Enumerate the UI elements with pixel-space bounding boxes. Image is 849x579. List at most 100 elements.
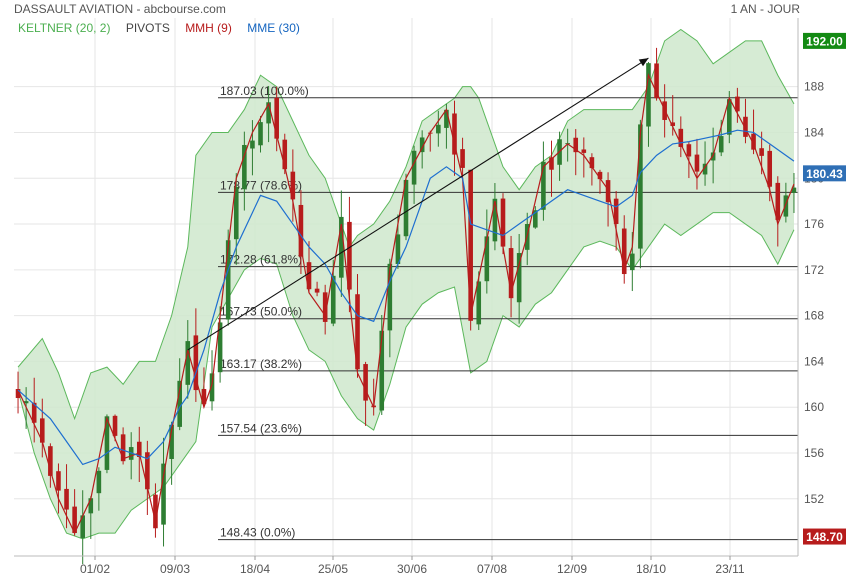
y-tick-label: 184 <box>804 125 824 139</box>
legend-pivots: PIVOTS <box>125 21 170 35</box>
chart-title: DASSAULT AVIATION - abcbourse.com <box>14 2 226 16</box>
candle-body <box>209 373 215 402</box>
candle-body <box>630 253 635 271</box>
pivot-label: 187.03 (100.0%) <box>220 84 309 98</box>
candle-body <box>64 488 69 510</box>
candle-body <box>767 150 773 187</box>
trend-arrow-line <box>187 57 649 351</box>
candle-body <box>282 139 288 170</box>
y-tick-label: 160 <box>804 400 824 414</box>
candle-body <box>31 402 37 423</box>
candle-body <box>225 240 231 320</box>
candle-body <box>581 149 587 153</box>
candle-body <box>242 144 247 190</box>
pivot-label: 178.77 (78.6%) <box>220 178 302 192</box>
candle-body <box>322 292 328 322</box>
period-label: 1 AN - JOUR <box>730 2 800 16</box>
x-tick-label: 07/08 <box>477 562 507 576</box>
candle-body <box>120 434 126 462</box>
indicator-legend: KELTNER (20, 2) PIVOTS MMH (9) MME (30) <box>18 21 312 35</box>
low-price-badge-box <box>803 528 846 545</box>
candle-body <box>775 182 781 220</box>
mmh-line <box>17 73 795 535</box>
axes: 15215616016416817217618018418801/0209/03… <box>14 18 824 576</box>
candle-body <box>654 63 659 99</box>
candle-body <box>298 204 304 257</box>
candle-body <box>791 187 797 193</box>
candle-body <box>686 144 692 157</box>
high-price-badge-label: 192.00 <box>806 34 843 48</box>
y-tick-label: 152 <box>804 492 824 506</box>
candle-body <box>233 186 239 240</box>
last-price-badge-box <box>803 165 846 182</box>
candle-body <box>549 157 554 170</box>
candle-body <box>387 263 393 331</box>
candle-body <box>39 418 45 443</box>
candle-body <box>476 281 482 325</box>
pivot-label: 167.73 (50.0%) <box>220 305 302 319</box>
y-tick-label: 168 <box>804 309 824 323</box>
y-tick-label: 176 <box>804 217 824 231</box>
pivot-label: 148.43 (0.0%) <box>220 526 295 540</box>
trend-arrow-head <box>638 58 649 67</box>
high-price-badge-box <box>803 32 846 49</box>
candle-body <box>460 149 465 168</box>
candle-body <box>621 228 627 275</box>
candle-body <box>597 171 603 180</box>
candle-body <box>314 288 320 293</box>
candle-body <box>355 294 360 370</box>
candle-body <box>751 133 756 150</box>
candle-body <box>112 415 118 436</box>
candle-body <box>726 99 732 135</box>
candle-body <box>330 275 336 324</box>
candle-body <box>468 169 473 321</box>
candle-body <box>702 163 708 175</box>
candle-body <box>250 140 255 149</box>
candle-body <box>379 330 385 411</box>
candle-body <box>136 441 142 457</box>
x-tick-label: 30/06 <box>397 562 427 576</box>
candle-body <box>735 96 740 112</box>
candle-body <box>339 216 344 278</box>
candle-body <box>516 253 522 303</box>
candle-body <box>694 154 700 172</box>
candle-body <box>177 380 182 427</box>
candle-body <box>104 416 110 470</box>
candle-body <box>274 97 279 139</box>
candle-body <box>419 137 425 153</box>
candle-body <box>56 471 61 491</box>
candle-body <box>646 63 651 127</box>
candle-body <box>492 198 498 242</box>
candle-body <box>403 179 409 237</box>
legend-keltner: KELTNER (20, 2) <box>18 21 111 35</box>
candle-body <box>290 171 296 200</box>
candle-body <box>573 137 579 153</box>
candle-body <box>96 470 102 494</box>
candle-body <box>710 152 716 161</box>
y-tick-label: 188 <box>804 80 824 94</box>
y-tick-label: 172 <box>804 263 824 277</box>
candle-body <box>508 248 514 299</box>
trend-arrow <box>187 57 649 351</box>
pivot-levels: 187.03 (100.0%) 178.77 (78.6%) 172.28 (61.… <box>218 84 798 541</box>
candle-body <box>347 221 352 290</box>
candle-body <box>613 198 619 224</box>
candle-body <box>306 262 312 290</box>
x-tick-label: 18/04 <box>240 562 270 576</box>
candle-body <box>759 148 764 156</box>
candle-body <box>678 128 684 147</box>
candle-body <box>411 150 417 185</box>
candle-body <box>718 136 724 153</box>
candle-body <box>161 463 166 525</box>
candle-body <box>541 161 546 210</box>
candle-body <box>638 124 643 249</box>
x-tick-label: 12/09 <box>557 562 587 576</box>
x-tick-label: 18/10 <box>636 562 666 576</box>
x-tick-label: 09/03 <box>160 562 190 576</box>
pivot-label: 157.54 (23.6%) <box>220 421 302 435</box>
candle-body <box>145 452 150 490</box>
candle-body <box>589 157 595 169</box>
last-price-badge-label: 180.43 <box>806 167 843 181</box>
x-tick-label: 25/05 <box>318 562 348 576</box>
candle-body <box>395 234 401 264</box>
